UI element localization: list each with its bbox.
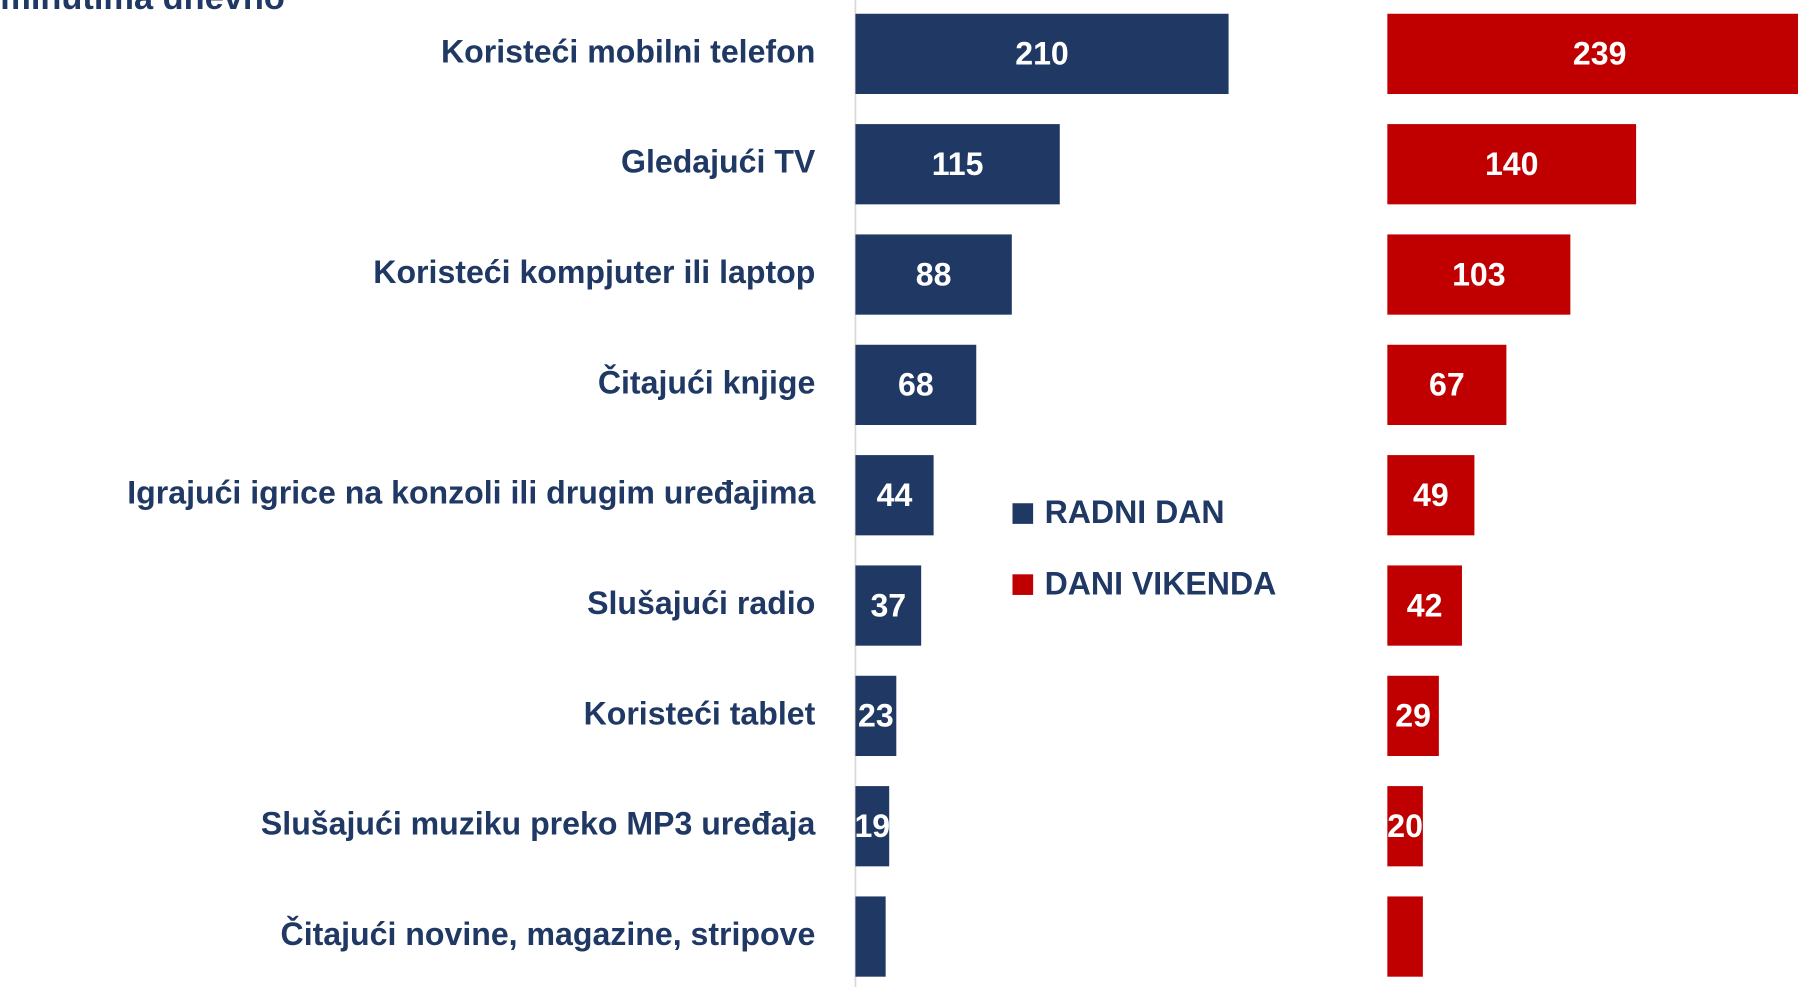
category-label: Čitajući knjige	[598, 364, 815, 400]
legend-label: RADNI DAN	[1045, 494, 1225, 530]
data-label: 42	[1407, 587, 1443, 623]
data-label: 49	[1413, 477, 1449, 513]
category-label: Slušajući muziku preko MP3 uređaja	[261, 806, 817, 842]
bar	[855, 13, 1229, 95]
bar	[855, 786, 890, 867]
data-label: 210	[1015, 36, 1069, 72]
data-label: 239	[1573, 36, 1627, 72]
bar	[855, 675, 897, 757]
bar	[855, 455, 934, 536]
bar	[855, 234, 1012, 315]
category-label: Koristeći kompjuter ili laptop	[373, 254, 815, 290]
bar	[1387, 124, 1637, 205]
bar	[1387, 344, 1507, 426]
legend-swatch	[1012, 503, 1034, 524]
data-label: 20	[1387, 808, 1423, 844]
bar	[1387, 675, 1439, 757]
data-label: 19	[854, 808, 890, 844]
data-label: 88	[916, 256, 952, 292]
bar	[855, 344, 977, 426]
bar	[1387, 13, 1798, 95]
data-label: 29	[1395, 698, 1431, 734]
data-label: 140	[1485, 146, 1539, 182]
data-label: 23	[858, 698, 894, 734]
category-label: Slušajući radio	[587, 585, 815, 621]
chart-title: minutima dnevno	[0, 0, 285, 17]
data-label: 103	[1452, 256, 1506, 292]
category-label: Igrajući igrice na konzoli ili drugim ur…	[127, 475, 816, 511]
bar	[1387, 234, 1571, 315]
bar	[1387, 455, 1475, 536]
category-label: Gledajući TV	[621, 144, 816, 180]
bar	[1387, 565, 1462, 646]
category-label: Koristeći tablet	[584, 695, 816, 731]
data-label: 68	[898, 367, 934, 403]
bar	[855, 124, 1060, 205]
legend-label: DANI VIKENDA	[1045, 565, 1277, 601]
category-label: Koristeći mobilni telefon	[441, 33, 815, 69]
data-label: 44	[877, 477, 913, 513]
bar	[1387, 896, 1423, 977]
data-label: 115	[932, 146, 984, 182]
data-label: 37	[870, 587, 906, 623]
category-label: Čitajući novine, magazine, stripove	[281, 916, 816, 952]
bar	[855, 565, 922, 646]
legend-swatch	[1012, 574, 1034, 595]
bar	[1387, 786, 1423, 867]
data-label: 67	[1429, 367, 1465, 403]
bar	[855, 896, 886, 977]
